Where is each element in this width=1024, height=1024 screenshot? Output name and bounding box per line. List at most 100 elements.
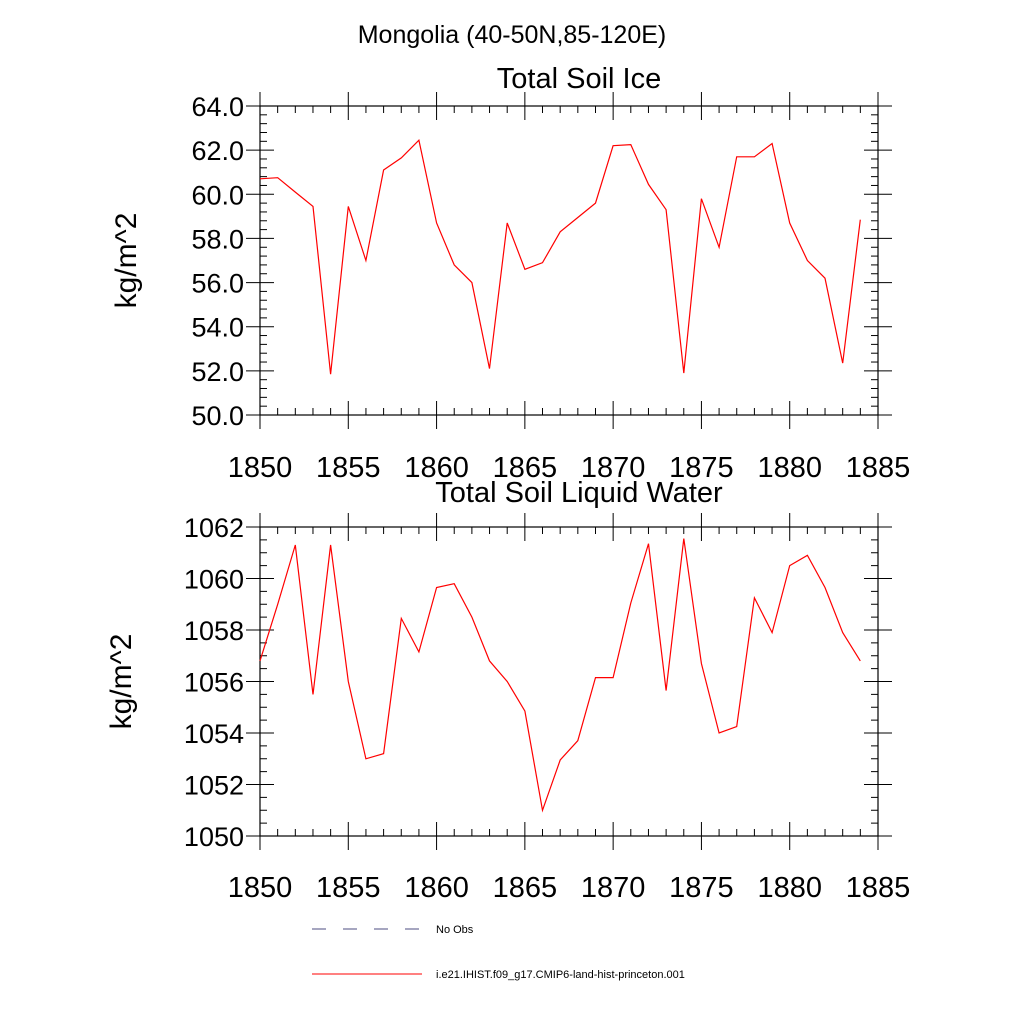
data-point bbox=[576, 739, 579, 742]
x-tick-label: 1880 bbox=[757, 452, 822, 484]
y-tick-label: 1058 bbox=[184, 616, 244, 646]
panel-2: Total Soil Liquid Water 1850 1855 1860 1865 1… bbox=[105, 477, 910, 904]
data-point bbox=[294, 544, 297, 547]
data-point bbox=[312, 205, 315, 208]
x-tick-label: 1855 bbox=[316, 872, 381, 904]
data-point bbox=[771, 631, 774, 634]
x-tick-label: 1880 bbox=[757, 872, 822, 904]
data-point bbox=[647, 183, 650, 186]
data-point bbox=[312, 693, 315, 696]
data-point bbox=[276, 603, 279, 606]
data-point bbox=[753, 155, 756, 158]
data-point bbox=[382, 169, 385, 172]
panel-title: Total Soil Ice bbox=[497, 63, 661, 95]
y-tick-label: 54.0 bbox=[191, 313, 244, 343]
x-tick-label: 1850 bbox=[228, 452, 293, 484]
data-point bbox=[365, 259, 368, 262]
data-point bbox=[453, 264, 456, 267]
data-point bbox=[718, 732, 721, 735]
data-point bbox=[788, 222, 791, 225]
data-point bbox=[824, 277, 827, 280]
y-tick-label: 58.0 bbox=[191, 224, 244, 254]
data-point bbox=[435, 222, 438, 225]
data-point bbox=[418, 650, 421, 653]
plot-frame bbox=[259, 105, 879, 416]
data-point bbox=[453, 582, 456, 585]
data-point bbox=[488, 660, 491, 663]
x-tick-label: 1860 bbox=[404, 452, 469, 484]
data-point bbox=[470, 616, 473, 619]
data-point bbox=[841, 631, 844, 634]
data-point bbox=[506, 222, 509, 225]
data-point bbox=[329, 373, 332, 376]
data-point bbox=[612, 144, 615, 147]
y-axis-label: kg/m^2 bbox=[105, 634, 138, 730]
legend-item: No Obs bbox=[312, 924, 474, 936]
data-point bbox=[841, 362, 844, 365]
data-point bbox=[400, 617, 403, 620]
y-tick-label: 50.0 bbox=[191, 401, 244, 431]
data-point bbox=[629, 143, 632, 146]
data-point bbox=[594, 676, 597, 679]
data-point bbox=[382, 752, 385, 755]
data-point bbox=[859, 218, 862, 221]
data-point bbox=[859, 660, 862, 663]
x-tick-label: 1870 bbox=[581, 872, 646, 904]
x-tick-label: 1885 bbox=[846, 452, 911, 484]
data-point bbox=[559, 230, 562, 233]
data-point bbox=[682, 372, 685, 375]
y-tick-label: 1052 bbox=[184, 771, 244, 801]
data-point bbox=[824, 586, 827, 589]
plot-frame bbox=[259, 526, 879, 837]
x-tick-label: 1875 bbox=[669, 452, 734, 484]
data-point bbox=[259, 660, 262, 663]
data-point bbox=[276, 176, 279, 179]
data-point bbox=[470, 281, 473, 284]
x-tick-label: 1875 bbox=[669, 872, 734, 904]
data-point bbox=[541, 809, 544, 812]
data-point bbox=[329, 544, 332, 547]
data-point bbox=[771, 142, 774, 145]
x-tick-label: 1865 bbox=[493, 452, 558, 484]
data-point bbox=[735, 725, 738, 728]
figure-title: Mongolia (40-50N,85-120E) bbox=[358, 21, 667, 49]
data-point bbox=[365, 757, 368, 760]
y-tick-label: 1060 bbox=[184, 565, 244, 595]
series-line bbox=[259, 138, 861, 375]
legend: No Obs i.e21.IHIST.f09_g17.CMIP6-land-his… bbox=[312, 924, 685, 981]
x-tick-label: 1860 bbox=[404, 872, 469, 904]
data-point bbox=[559, 759, 562, 762]
panel-title: Total Soil Liquid Water bbox=[435, 477, 723, 509]
legend-item: i.e21.IHIST.f09_g17.CMIP6-land-hist-prin… bbox=[312, 969, 685, 981]
data-point bbox=[506, 680, 509, 683]
data-point bbox=[753, 596, 756, 599]
panel-1: Total Soil Ice 1850 1855 1860 1865 1870 1875 18… bbox=[110, 63, 910, 484]
data-point bbox=[612, 676, 615, 679]
y-tick-label: 1056 bbox=[184, 668, 244, 698]
series-line bbox=[259, 538, 861, 813]
data-point bbox=[806, 554, 809, 557]
data-point bbox=[665, 689, 668, 692]
data-point bbox=[488, 367, 491, 370]
data-point bbox=[735, 155, 738, 158]
data-point bbox=[576, 216, 579, 219]
y-tick-label: 1062 bbox=[184, 513, 244, 543]
data-point bbox=[682, 537, 685, 540]
data-point bbox=[647, 542, 650, 545]
data-point bbox=[788, 564, 791, 567]
x-tick-label: 1865 bbox=[493, 872, 558, 904]
y-tick-label: 52.0 bbox=[191, 357, 244, 387]
data-point bbox=[700, 197, 703, 200]
data-point bbox=[523, 710, 526, 713]
data-point bbox=[347, 205, 350, 208]
legend-label: No Obs bbox=[436, 924, 474, 936]
x-tick-label: 1885 bbox=[846, 872, 911, 904]
data-point bbox=[700, 662, 703, 665]
x-tick-label: 1870 bbox=[581, 452, 646, 484]
data-point bbox=[523, 268, 526, 271]
y-tick-label: 62.0 bbox=[191, 136, 244, 166]
data-point bbox=[294, 191, 297, 194]
data-point bbox=[594, 202, 597, 205]
y-tick-label: 60.0 bbox=[191, 180, 244, 210]
y-tick-label: 56.0 bbox=[191, 269, 244, 299]
